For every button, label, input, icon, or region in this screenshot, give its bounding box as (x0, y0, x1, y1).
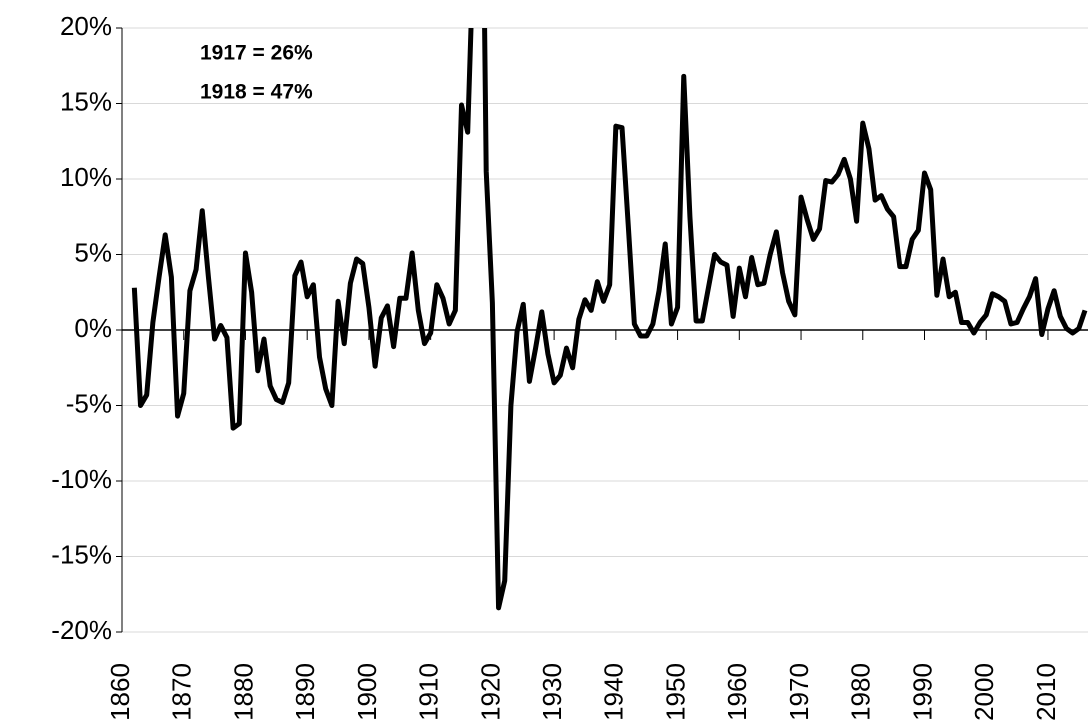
x-tick-label: 1900 (352, 663, 382, 721)
annotation: 1918 = 47% (200, 81, 313, 104)
x-tick-label: 1860 (105, 663, 135, 721)
x-tick-label: 1910 (414, 663, 444, 721)
y-tick-label: 10% (60, 162, 112, 192)
data-line (131, 28, 1088, 611)
x-tick-label: 1980 (846, 663, 876, 721)
y-tick-label: -10% (51, 464, 112, 494)
x-tick-label: 1870 (167, 663, 197, 721)
x-tick-label: 1950 (660, 663, 690, 721)
y-tick-label: 5% (74, 237, 112, 267)
y-tick-label: 15% (60, 86, 112, 116)
x-tick-label: 1920 (475, 663, 505, 721)
y-tick-label: -5% (66, 388, 112, 418)
y-tick-label: 20% (60, 11, 112, 41)
x-tick-label: 1970 (784, 663, 814, 721)
y-tick-label: -15% (51, 539, 112, 569)
x-tick-label: 1890 (290, 663, 320, 721)
x-tick-label: 2000 (969, 663, 999, 721)
x-tick-label: 1880 (228, 663, 258, 721)
annotation: 1917 = 26% (200, 42, 313, 65)
y-tick-label: -20% (51, 615, 112, 645)
x-tick-label: 1960 (722, 663, 752, 721)
x-tick-label: 1930 (537, 663, 567, 721)
x-tick-label: 2010 (1031, 663, 1061, 721)
y-tick-label: 0% (74, 313, 112, 343)
x-tick-label: 1940 (599, 663, 629, 721)
x-tick-label: 1990 (907, 663, 937, 721)
